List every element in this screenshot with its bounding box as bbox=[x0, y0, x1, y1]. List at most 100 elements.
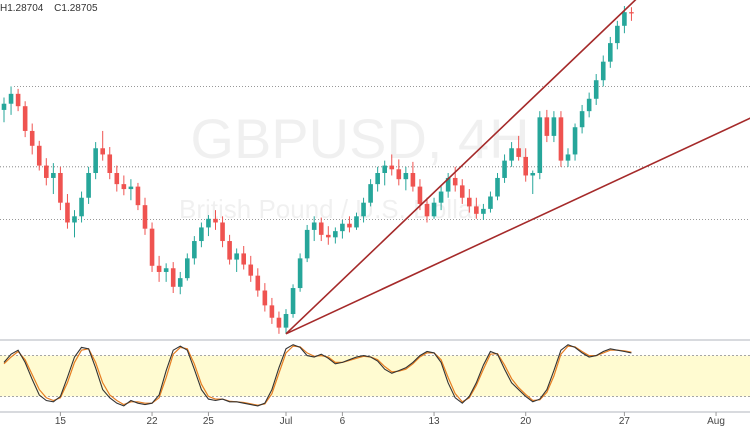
trendline-0 bbox=[285, 0, 637, 335]
candle-body-52 bbox=[368, 184, 373, 203]
candle-body-12 bbox=[86, 173, 91, 198]
candle-body-27 bbox=[192, 241, 197, 259]
candle-body-42 bbox=[297, 258, 303, 289]
candle-body-65 bbox=[459, 185, 465, 198]
candle-body-22 bbox=[156, 265, 162, 272]
candle-body-88 bbox=[622, 12, 627, 26]
x-tick-label-7: 27 bbox=[619, 416, 631, 427]
candle-body-73 bbox=[516, 148, 521, 157]
candle-body-20 bbox=[142, 205, 148, 229]
candle-body-57 bbox=[403, 173, 409, 180]
candle-body-18 bbox=[128, 186, 134, 190]
candle-body-79 bbox=[558, 117, 564, 161]
candle-body-41 bbox=[290, 288, 296, 315]
candle-body-7 bbox=[51, 173, 56, 178]
stoch-k-line bbox=[3, 344, 632, 407]
candle-body-10 bbox=[72, 216, 77, 223]
candle-body-29 bbox=[206, 218, 211, 228]
candle-body-6 bbox=[44, 165, 49, 178]
candle-body-61 bbox=[431, 202, 437, 217]
candle-body-39 bbox=[276, 317, 282, 328]
candle-body-13 bbox=[93, 148, 98, 173]
candle-body-48 bbox=[340, 223, 345, 232]
candle-body-69 bbox=[488, 196, 493, 209]
candle-body-86 bbox=[608, 43, 613, 62]
candle-body-44 bbox=[311, 222, 317, 230]
candle-body-55 bbox=[389, 165, 395, 170]
candle-body-3 bbox=[22, 106, 28, 131]
candle-body-56 bbox=[396, 169, 402, 180]
candle-body-82 bbox=[579, 111, 585, 128]
candle-body-17 bbox=[121, 184, 127, 190]
candle-body-0 bbox=[1, 103, 7, 110]
candle-body-31 bbox=[220, 222, 225, 242]
candle-body-46 bbox=[326, 234, 331, 238]
candle-body-68 bbox=[481, 208, 486, 214]
candle-body-89 bbox=[629, 12, 634, 14]
x-tick-label-0: 15 bbox=[55, 416, 67, 427]
candle-body-2 bbox=[15, 93, 21, 107]
candle-body-62 bbox=[438, 191, 444, 203]
candle-body-50 bbox=[354, 216, 359, 228]
candle-body-21 bbox=[149, 228, 155, 266]
candle-body-59 bbox=[417, 186, 423, 204]
candle-body-78 bbox=[551, 117, 557, 136]
candle-body-47 bbox=[333, 231, 338, 238]
candle-body-40 bbox=[283, 314, 289, 328]
candle-body-25 bbox=[177, 278, 183, 287]
candle-body-5 bbox=[36, 145, 42, 166]
candle-body-87 bbox=[615, 25, 620, 44]
candle-body-36 bbox=[255, 275, 261, 291]
x-tick-label-6: 20 bbox=[520, 416, 532, 427]
candle-body-23 bbox=[163, 268, 169, 272]
candle-body-63 bbox=[445, 177, 451, 192]
x-tick-label-4: 6 bbox=[340, 416, 346, 427]
candle-body-1 bbox=[8, 93, 14, 104]
stoch-band bbox=[0, 355, 750, 397]
candle-body-70 bbox=[495, 177, 500, 197]
x-tick-label-3: Jul bbox=[280, 416, 293, 427]
candle-body-60 bbox=[424, 203, 430, 217]
candle-body-16 bbox=[114, 173, 120, 185]
x-tick-label-8: Aug bbox=[707, 416, 725, 427]
candle-body-54 bbox=[382, 165, 387, 173]
x-tick-label-2: 25 bbox=[203, 416, 215, 427]
candle-body-32 bbox=[227, 241, 232, 260]
candle-body-14 bbox=[100, 148, 105, 155]
candle-body-35 bbox=[248, 264, 254, 276]
trendline-1 bbox=[285, 117, 750, 335]
candle-body-11 bbox=[79, 197, 84, 217]
candle-body-75 bbox=[530, 173, 536, 176]
candle-body-19 bbox=[135, 186, 141, 206]
watermark-symbol: GBPUSD, 4H bbox=[190, 107, 529, 170]
candle-body-33 bbox=[234, 253, 239, 260]
candle-body-58 bbox=[410, 173, 416, 187]
candle-body-81 bbox=[572, 127, 578, 155]
candle-body-67 bbox=[474, 206, 479, 214]
candle-body-85 bbox=[600, 61, 606, 81]
candle-body-77 bbox=[544, 117, 550, 136]
candle-body-24 bbox=[170, 268, 176, 287]
candle-body-80 bbox=[565, 154, 571, 161]
candle-body-51 bbox=[361, 202, 366, 217]
candle-body-15 bbox=[107, 154, 113, 173]
candle-body-45 bbox=[318, 222, 324, 235]
ohlc-readout: H1.28704 C1.28705 bbox=[0, 3, 106, 14]
candle-body-26 bbox=[185, 258, 190, 279]
candle-body-34 bbox=[241, 253, 246, 265]
candle-body-37 bbox=[262, 290, 268, 306]
x-tick-label-5: 13 bbox=[428, 416, 440, 427]
candle-body-49 bbox=[347, 223, 352, 228]
candle-body-30 bbox=[213, 218, 218, 223]
candle-body-4 bbox=[29, 130, 35, 146]
candle-body-9 bbox=[65, 202, 70, 223]
candle-body-72 bbox=[509, 148, 514, 161]
candle-body-8 bbox=[58, 173, 63, 203]
candle-body-43 bbox=[304, 229, 310, 259]
candle-body-76 bbox=[537, 117, 543, 173]
ohlc-close: C1.28705 bbox=[54, 3, 98, 14]
candle-body-53 bbox=[375, 173, 380, 185]
candle-body-64 bbox=[452, 177, 458, 186]
